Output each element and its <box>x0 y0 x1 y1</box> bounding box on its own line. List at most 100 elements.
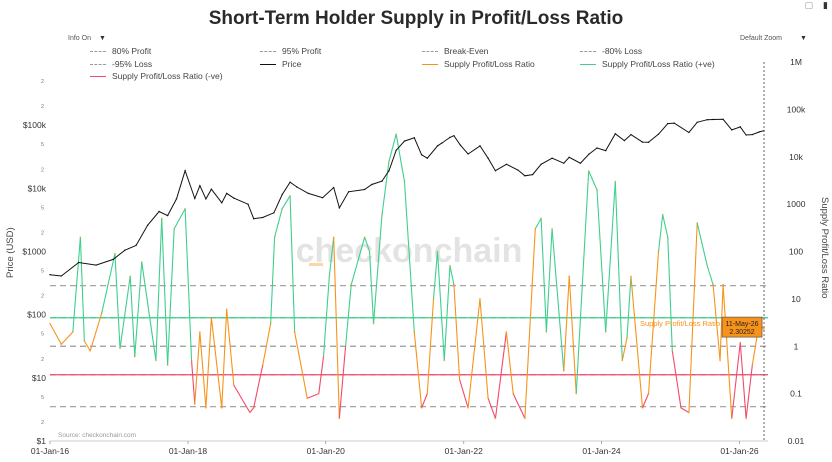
ratio-point[interactable] <box>730 417 733 420</box>
price-point[interactable] <box>233 197 235 199</box>
ratio-point[interactable] <box>666 236 669 239</box>
ratio-point[interactable] <box>575 392 578 395</box>
ratio-point[interactable] <box>248 411 251 414</box>
price-point[interactable] <box>112 258 114 261</box>
price-point[interactable] <box>363 188 366 191</box>
ratio-point[interactable] <box>381 213 383 216</box>
price-point[interactable] <box>247 203 249 205</box>
ratio-point[interactable] <box>479 297 481 300</box>
ratio-point[interactable] <box>706 264 709 267</box>
ratio-point[interactable] <box>551 227 553 230</box>
price-point[interactable] <box>49 273 51 276</box>
ratio-point[interactable] <box>100 312 103 315</box>
price-point[interactable] <box>657 133 660 135</box>
ratio-point[interactable] <box>220 406 223 409</box>
ratio-point[interactable] <box>322 355 325 358</box>
camera-icon[interactable]: ▢ <box>804 0 814 10</box>
ratio-point[interactable] <box>604 331 607 333</box>
ratio-point[interactable] <box>210 316 213 319</box>
ratio-point[interactable] <box>306 397 309 400</box>
ratio-point[interactable] <box>49 322 51 325</box>
ratio-point[interactable] <box>83 339 86 342</box>
ratio-point[interactable] <box>420 406 423 409</box>
price-point[interactable] <box>459 144 462 147</box>
ratio-point[interactable] <box>225 308 228 311</box>
price-point[interactable] <box>146 224 149 226</box>
price-point[interactable] <box>524 175 526 177</box>
ratio-point[interactable] <box>505 331 508 333</box>
price-point[interactable] <box>175 198 178 200</box>
price-point[interactable] <box>381 180 383 182</box>
ratio-point[interactable] <box>512 392 515 395</box>
price-point[interactable] <box>712 118 714 121</box>
ratio-point[interactable] <box>350 283 353 286</box>
ratio-point[interactable] <box>545 331 548 333</box>
ratio-point[interactable] <box>562 370 565 372</box>
ratio-point[interactable] <box>449 264 451 267</box>
price-point[interactable] <box>420 154 423 156</box>
ratio-point[interactable] <box>193 403 196 406</box>
ratio-point[interactable] <box>630 275 632 278</box>
price-point[interactable] <box>332 186 335 189</box>
price-point[interactable] <box>371 183 373 186</box>
price-point[interactable] <box>722 118 724 120</box>
legend-item[interactable]: 95% Profit <box>260 46 321 56</box>
price-point[interactable] <box>441 142 443 144</box>
ratio-point[interactable] <box>661 213 664 216</box>
price-point[interactable] <box>505 163 508 166</box>
price-point[interactable] <box>296 186 298 188</box>
price-point[interactable] <box>307 192 310 195</box>
price-point[interactable] <box>281 193 283 196</box>
ratio-point[interactable] <box>395 133 398 136</box>
ratio-point[interactable] <box>205 406 207 409</box>
ratio-point[interactable] <box>671 349 674 352</box>
legend-item[interactable]: Supply Profit/Loss Ratio <box>422 59 535 69</box>
info-toggle[interactable]: Info On ▼ <box>68 35 106 42</box>
ratio-point[interactable] <box>368 250 371 253</box>
ratio-point[interactable] <box>273 236 276 239</box>
ratio-point[interactable] <box>269 322 272 325</box>
price-point[interactable] <box>453 135 455 137</box>
ratio-point[interactable] <box>129 275 132 278</box>
ratio-point[interactable] <box>403 180 406 183</box>
price-point[interactable] <box>252 218 255 220</box>
legend-item[interactable]: Break-Even <box>422 46 488 56</box>
price-point[interactable] <box>413 137 415 139</box>
price-point[interactable] <box>641 141 644 143</box>
ratio-point[interactable] <box>89 349 92 352</box>
legend-item[interactable]: Supply Profit/Loss Ratio (-ve) <box>90 71 223 81</box>
price-point[interactable] <box>623 139 626 142</box>
price-point[interactable] <box>403 140 406 142</box>
ratio-point[interactable] <box>119 347 121 350</box>
ratio-point[interactable] <box>154 359 157 362</box>
price-point[interactable] <box>731 129 733 131</box>
ratio-point[interactable] <box>443 359 446 362</box>
price-point[interactable] <box>262 216 264 219</box>
price-point[interactable] <box>739 126 741 128</box>
price-point[interactable] <box>199 185 201 187</box>
price-point[interactable] <box>436 145 439 147</box>
price-point[interactable] <box>225 192 228 195</box>
ratio-point[interactable] <box>426 392 429 395</box>
price-point[interactable] <box>596 147 598 149</box>
ratio-point[interactable] <box>458 378 461 381</box>
price-point[interactable] <box>395 149 397 152</box>
price-point[interactable] <box>745 134 747 136</box>
price-point[interactable] <box>124 249 126 251</box>
ratio-point[interactable] <box>712 283 714 286</box>
ratio-point[interactable] <box>568 275 571 278</box>
ratio-point[interactable] <box>79 236 82 239</box>
legend-item[interactable]: 80% Profit <box>90 46 151 56</box>
price-point[interactable] <box>184 170 186 172</box>
price-point[interactable] <box>758 131 760 133</box>
price-point[interactable] <box>563 162 565 164</box>
ratio-point[interactable] <box>190 359 193 362</box>
price-point[interactable] <box>205 198 207 200</box>
price-point[interactable] <box>210 188 213 190</box>
legend-item[interactable]: -95% Loss <box>90 59 152 69</box>
price-point[interactable] <box>531 173 534 176</box>
price-point[interactable] <box>614 133 617 135</box>
ratio-point[interactable] <box>252 406 255 409</box>
ratio-point[interactable] <box>114 252 116 255</box>
